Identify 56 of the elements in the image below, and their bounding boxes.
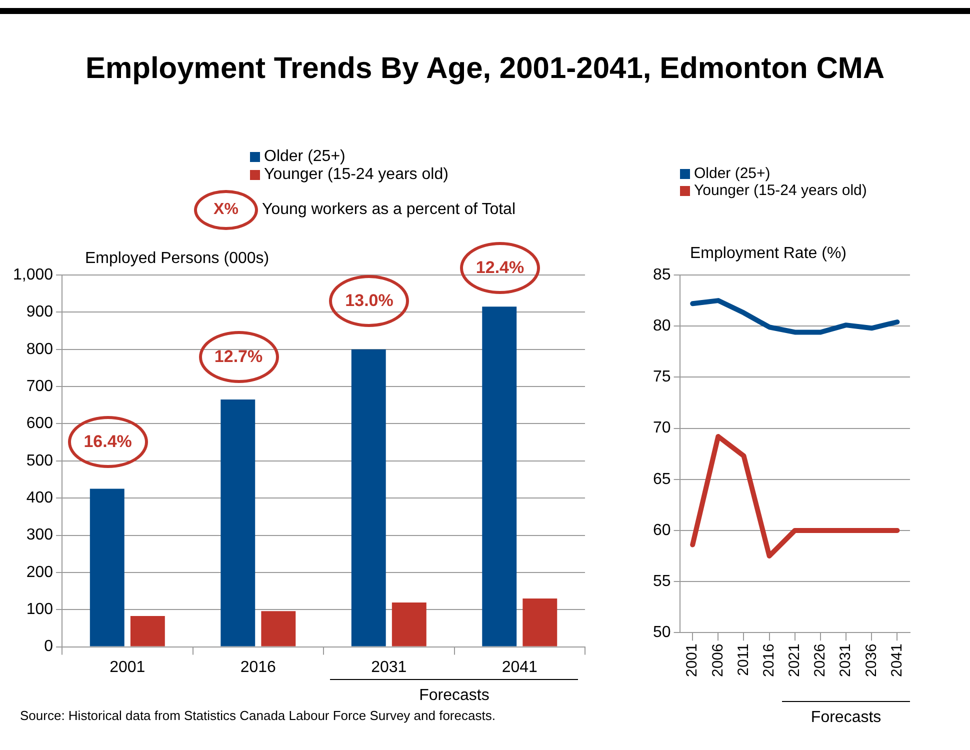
circle-outline: 12.4% <box>460 242 540 294</box>
circle-outline: 16.4% <box>68 416 148 468</box>
x-tick-label: 2001 <box>684 644 701 678</box>
legend-label: Older (25+) <box>694 165 770 182</box>
x-tick-label: 2021 <box>786 644 804 678</box>
y-tick-label: 100 <box>26 601 54 618</box>
y-tick-label: 0 <box>44 638 54 656</box>
y-tick-label: 1,000 <box>12 266 54 284</box>
x-tick-label: 2041 <box>502 658 538 676</box>
bar <box>261 611 296 646</box>
y-tick-label: 80 <box>653 317 671 334</box>
y-tick-label: 800 <box>26 340 54 358</box>
y-tick-label: 65 <box>653 470 671 488</box>
x-tick-label: 2016 <box>760 644 778 678</box>
x-tick-label: 2006 <box>709 644 726 678</box>
bar <box>522 598 558 646</box>
x-tick-label: 2041 <box>888 644 906 678</box>
x-tick-label: 2036 <box>862 644 880 678</box>
y-tick-label: 50 <box>653 624 671 642</box>
y-tick-label: 300 <box>26 526 54 544</box>
y-axis-title: Employment Rate (%) <box>690 245 846 263</box>
x-tick-label: 2031 <box>371 658 407 676</box>
y-tick-label: 55 <box>653 572 671 590</box>
x-tick-label: 2026 <box>812 644 829 678</box>
bar <box>90 488 124 646</box>
text: Young workers as a percent of Total <box>262 201 516 219</box>
x-tick-label: 2016 <box>240 658 276 676</box>
text: Forecasts <box>418 686 490 705</box>
source-note: Source: Historical data from Statistics Canada Labour Force Survey and forecasts. <box>20 708 496 723</box>
y-tick-label: 600 <box>26 415 54 432</box>
x-tick-label: 2001 <box>110 658 146 676</box>
y-tick-label: 900 <box>26 304 54 321</box>
bar <box>351 349 386 646</box>
y-tick-label: 85 <box>653 266 671 284</box>
chart-title: Employment Trends By Age, 2001-2041, Edmonton CMA <box>84 52 886 86</box>
bar <box>392 602 426 646</box>
y-tick-label: 500 <box>26 452 54 470</box>
bar <box>482 306 517 646</box>
y-tick-label: 60 <box>653 522 671 539</box>
y-tick-label: 400 <box>26 489 54 506</box>
legend-label: Older (25+) <box>264 148 346 166</box>
circle-outline: 13.0% <box>329 275 410 328</box>
legend-label: Younger (15-24 years old) <box>264 166 448 184</box>
circle-outline: X% <box>194 190 258 230</box>
circle-outline: 12.7% <box>198 330 279 383</box>
y-tick-label: 200 <box>26 564 54 581</box>
y-axis-title: Employed Persons (000s) <box>85 250 270 268</box>
y-tick-label: 70 <box>653 420 671 437</box>
x-tick-label: 2031 <box>837 644 854 678</box>
bar <box>130 616 165 646</box>
bar <box>220 400 256 646</box>
x-tick-label: 2011 <box>734 644 752 676</box>
text: Forecasts <box>810 708 882 727</box>
y-tick-label: 700 <box>26 378 54 395</box>
legend-label: Younger (15-24 years old) <box>694 182 867 199</box>
y-tick-label: 75 <box>653 368 671 386</box>
